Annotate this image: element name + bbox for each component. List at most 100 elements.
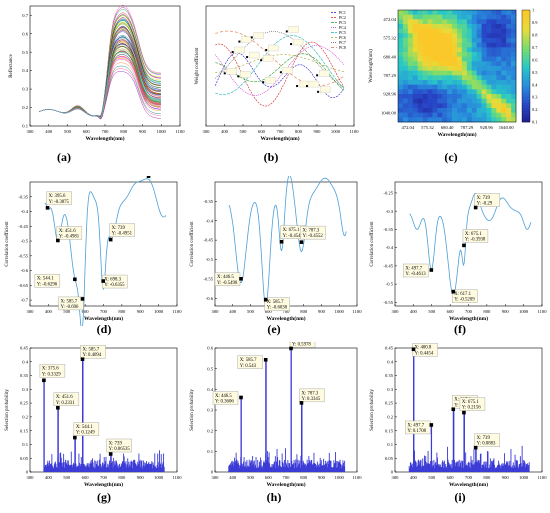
probability-bar [130,460,132,472]
pc-marker-box [240,71,251,78]
heatmap-cell [398,10,404,15]
probability-bar [488,467,490,472]
x-tick-label-f: 400 [410,309,418,314]
data-marker-h [299,401,304,405]
probability-bar [151,461,153,472]
probability-bar [297,466,298,472]
probability-bar [260,460,262,472]
colorbar-segment [522,119,530,123]
heatmap-cell [511,117,517,123]
probability-bar [248,459,250,472]
heatmap-cell [471,19,477,25]
annotation-x-e: X: 675.1 [283,228,300,233]
heatmap-cell [417,112,423,118]
annotation-box-d [109,223,135,237]
x-tick-label-d: 500 [63,309,71,314]
probability-bar [270,467,272,472]
heatmap-cell [427,75,433,81]
heatmap-cell [471,117,477,123]
probability-bar [423,465,425,472]
heatmap-cell [432,80,438,85]
heatmap-cell [501,19,507,25]
probability-bar [146,464,148,472]
probability-bar [509,460,511,472]
probability-bar [68,464,70,472]
annotation-y-i: Y: 0.4454 [415,351,434,356]
probability-bar [50,464,52,472]
pc-marker-box [308,80,320,88]
heatmap-cell [461,28,468,34]
probability-bar [428,463,430,472]
x-tick-label-c: 575.32 [421,125,434,130]
x-tick-label-f: 900 [502,309,510,314]
heatmap-cell [398,52,404,57]
correlation-curve-d [44,178,167,326]
probability-bar [490,466,492,472]
heatmap-cell [452,19,458,25]
heatmap-cell [496,61,502,67]
probability-bar [63,453,65,472]
heatmap-cell [457,24,463,29]
x-tick-label-i: 900 [502,475,510,480]
heatmap-cell [442,38,448,43]
probability-bar [462,461,464,472]
probability-bar [503,465,505,472]
heatmap-cell [412,24,418,29]
probability-bar [50,463,52,472]
probability-bar [120,466,122,472]
heatmap-cells [398,10,517,123]
probability-bar [482,464,484,472]
heatmap-cell [442,47,448,53]
heatmap-cell [481,56,487,62]
annotation-y-g: Y: 0.1249 [76,431,95,436]
probability-bar [451,459,453,472]
heatmap-cell [437,117,443,123]
probability-bar [340,463,342,472]
heatmap-cell [447,52,453,57]
y-tick-label-c: 928.96 [383,92,396,97]
heatmap-cell [422,38,428,43]
heatmap-cell [461,98,468,104]
x-tick-label-d: 600 [82,309,90,314]
probability-bar [297,459,299,472]
y-tick-label-i: 0.25 [385,401,394,406]
y-axis-label-i: Selection probability [370,389,375,431]
probability-bar [282,461,284,472]
y-tick-label-h: 0 [211,470,214,475]
heatmap-cell [481,103,487,109]
probability-bar [437,457,438,472]
heatmap-cell [486,14,492,20]
colorbar-segment [522,66,530,70]
heatmap-cell [452,66,458,71]
heatmap-cell [407,112,414,118]
probability-bar [93,468,95,472]
heatmap-cell [511,61,517,67]
probability-bar [474,464,475,472]
probability-bar [289,463,290,472]
probability-bar [429,461,431,472]
colorbar-segment [522,10,530,14]
probability-bar [282,466,284,472]
heatmap-cell [491,10,497,15]
probability-bar [96,465,98,472]
heatmap-cell [466,56,473,62]
x-tick-label-d: 700 [100,309,108,314]
x-tick-label-a: 500 [64,129,72,134]
colorbar-tick-label: 0.8 [532,32,538,37]
heatmap-cell [501,38,507,43]
annotation-y-f: Y: -0.5209 [454,298,475,303]
heatmap-cell [422,80,428,85]
heatmap-cell [506,108,512,113]
legend-entry: PC1 [339,10,346,15]
probability-bar [47,465,49,472]
probability-bar [89,466,90,472]
probability-bar [479,453,481,472]
heatmap-cell [486,94,492,99]
heatmap-cell [398,112,404,118]
probability-bar [281,453,283,472]
heatmap-cell [511,33,517,39]
probability-bar [109,463,111,472]
probability-bar [491,461,493,472]
heatmap-cell [506,24,512,29]
probability-bar [454,462,456,472]
